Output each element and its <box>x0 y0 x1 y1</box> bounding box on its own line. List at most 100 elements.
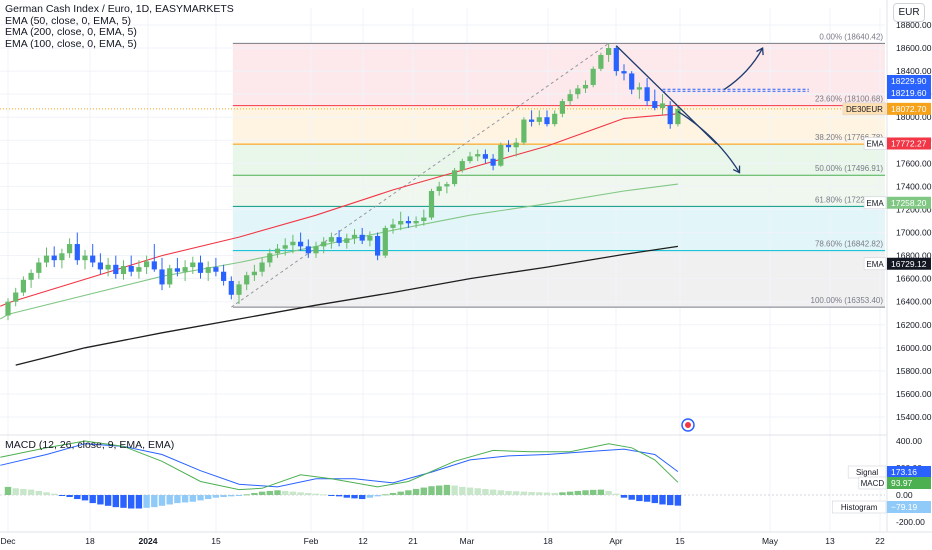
time-tick-label: Dec <box>0 536 16 546</box>
histogram-bar <box>51 493 58 495</box>
candle-body <box>475 154 481 157</box>
candle-body <box>375 235 381 256</box>
candle-body <box>459 161 465 171</box>
candle-body <box>652 101 658 109</box>
macd-tag-value-bg <box>887 477 931 489</box>
drawings[interactable] <box>615 45 809 432</box>
macd-legend[interactable]: MACD (12, 26, close, 9, EMA, EMA) <box>5 439 175 451</box>
histogram-bar <box>166 495 173 505</box>
candle-body <box>28 272 34 280</box>
histogram-bar <box>528 492 535 495</box>
histogram-bar <box>297 492 304 495</box>
arrow-up-icon <box>723 47 764 91</box>
candle-body <box>336 237 342 243</box>
ema-100-tag-value: 17258.20 <box>891 198 927 208</box>
histogram-bar <box>566 491 574 495</box>
candle-body <box>197 262 204 273</box>
histogram-bar <box>189 495 196 502</box>
candle-body <box>552 113 558 125</box>
histogram-bar <box>459 486 466 495</box>
macd-pane <box>0 434 887 509</box>
candle-body <box>167 268 173 285</box>
candle-body <box>390 224 396 228</box>
histogram-tag-label: Histogram <box>841 503 878 512</box>
price-tick-label: 16600.00 <box>896 274 932 284</box>
histogram-bar <box>243 494 250 496</box>
histogram-bar <box>351 495 358 499</box>
candle-body <box>444 184 450 187</box>
histogram-bar <box>505 490 512 495</box>
fibonacci-levels: 0.00% (18640.42) 23.60% (18100.68) 38.20% … <box>0 32 885 308</box>
time-tick-label: 22 <box>875 536 885 546</box>
price-tag-high-bg <box>887 75 931 87</box>
histogram-bar <box>659 495 666 505</box>
histogram-bar <box>266 490 273 495</box>
legend-ema-200[interactable]: EMA (200, close, 0, EMA, 5) <box>5 26 137 38</box>
arrow-up-icon-head <box>756 46 764 56</box>
candle-body <box>5 301 11 316</box>
histogram-bar <box>235 495 243 496</box>
histogram-bar <box>282 490 289 495</box>
candle-body <box>521 119 527 143</box>
fib-label: 100.00% (16353.40) <box>811 296 884 305</box>
histogram-bar <box>120 495 127 508</box>
price-tick-label: 17000.00 <box>896 228 932 238</box>
candle-body <box>529 119 535 122</box>
candle-body <box>128 265 134 272</box>
histogram-bar <box>551 492 558 495</box>
ema-50-tag-label: EMA <box>866 139 884 148</box>
time-tick-label: 15 <box>211 536 221 546</box>
candle-body <box>582 84 589 89</box>
histogram-bar <box>258 491 266 495</box>
price-tag-last-label-bg <box>842 102 887 116</box>
histogram-bar <box>35 490 42 495</box>
price-tick-label: 18400.00 <box>896 66 932 76</box>
price-tick-label: 16200.00 <box>896 320 932 330</box>
currency-button[interactable]: EUR <box>893 3 925 22</box>
histogram-bar <box>405 490 412 495</box>
legend-ema-50[interactable]: EMA (50, close, 0, EMA, 5) <box>5 14 132 27</box>
histogram-bar <box>143 495 150 508</box>
time-tick-label: Apr <box>609 536 622 546</box>
time-tick-label: Mar <box>460 536 475 546</box>
ema-50-tag-value: 17772.27 <box>891 138 927 148</box>
legend-ema-100[interactable]: EMA (100, close, 0, EMA, 5) <box>5 37 137 50</box>
fib-diagonal <box>231 43 609 308</box>
candle-body <box>659 103 666 109</box>
histogram-bar <box>474 488 481 495</box>
candle-body <box>282 245 288 249</box>
candle-body <box>51 255 57 261</box>
histogram-bar <box>289 491 297 495</box>
signal-tag-label: Signal <box>856 468 878 477</box>
histogram-bar <box>89 495 96 504</box>
symbol-title[interactable]: German Cash Index / Euro, 1D, EASYMARKET… <box>5 3 234 15</box>
ema-200-tag-value: 16729.12 <box>891 259 927 269</box>
arrow-down-icon-head <box>732 165 741 174</box>
candle-body <box>351 234 358 239</box>
macd-line <box>0 440 679 491</box>
candle-body <box>667 105 673 125</box>
candle-body <box>544 117 550 125</box>
candle-body <box>90 255 96 263</box>
histogram-bar <box>466 487 474 495</box>
histogram-bar <box>104 495 112 506</box>
histogram-bar <box>97 495 104 505</box>
time-tick-label: Feb <box>304 536 319 546</box>
candle-body <box>644 87 650 102</box>
candle-body <box>452 170 458 185</box>
fib-zone <box>232 144 886 176</box>
candle-body <box>113 264 119 275</box>
candle-body <box>20 279 26 293</box>
histogram-bar <box>667 495 674 506</box>
histogram-bar <box>328 495 335 496</box>
histogram-bar <box>482 488 489 495</box>
histogram-bar <box>27 489 35 495</box>
histogram-bar <box>520 491 528 495</box>
price-tick-label: 17400.00 <box>896 181 932 191</box>
ema-50-tag-label-bg <box>863 137 887 150</box>
time-tick-label: 13 <box>825 536 835 546</box>
candle-body <box>105 264 111 270</box>
histogram-bar <box>359 495 366 500</box>
fib-label: 23.60% (18100.68) <box>815 95 883 104</box>
